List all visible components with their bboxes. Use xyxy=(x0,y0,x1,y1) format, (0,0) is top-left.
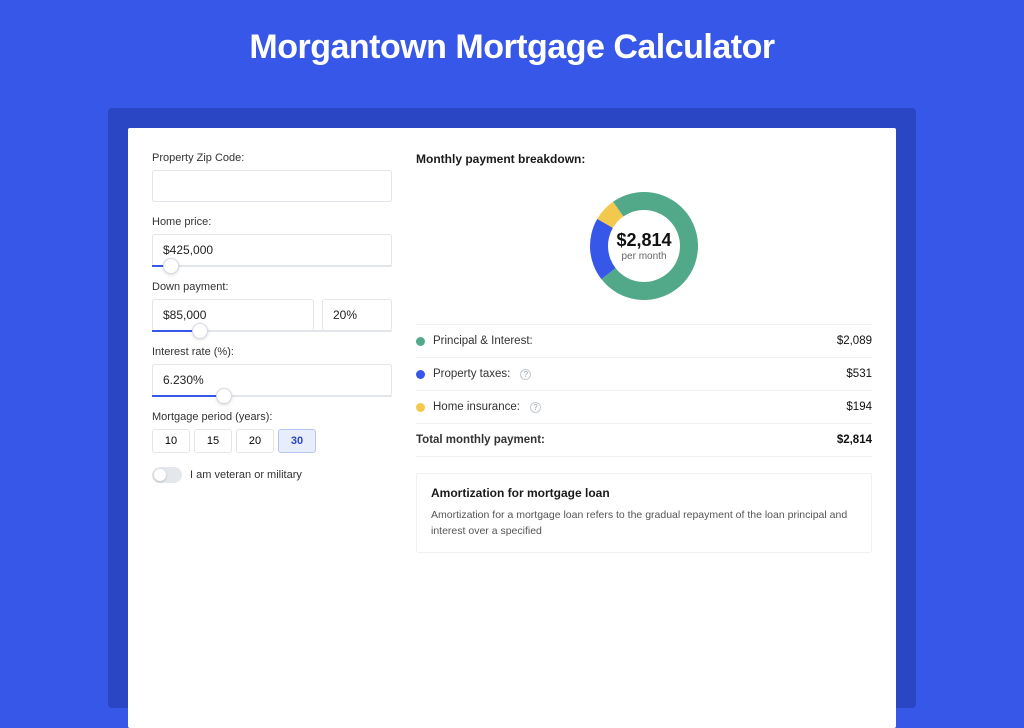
amortization-text: Amortization for a mortgage loan refers … xyxy=(431,508,857,540)
home-price-field: Home price: xyxy=(152,216,392,267)
veteran-row: I am veteran or military xyxy=(152,467,392,483)
breakdown-item-label: Property taxes: xyxy=(433,368,510,380)
interest-rate-input[interactable] xyxy=(152,364,392,396)
mortgage-period-field: Mortgage period (years): 10152030 xyxy=(152,411,392,453)
home-price-label: Home price: xyxy=(152,216,392,228)
amortization-title: Amortization for mortgage loan xyxy=(431,486,857,500)
mortgage-period-option[interactable]: 10 xyxy=(152,429,190,453)
breakdown-item: Home insurance:? $194 xyxy=(416,391,872,424)
veteran-label: I am veteran or military xyxy=(190,469,302,481)
mortgage-period-group: 10152030 xyxy=(152,429,392,453)
zip-label: Property Zip Code: xyxy=(152,152,392,164)
interest-rate-field: Interest rate (%): xyxy=(152,346,392,397)
donut-chart: $2,814 per month xyxy=(580,182,708,310)
breakdown-item-label: Principal & Interest: xyxy=(433,335,533,347)
help-icon[interactable]: ? xyxy=(520,369,531,380)
breakdown-title: Monthly payment breakdown: xyxy=(416,152,872,166)
legend-dot xyxy=(416,370,425,379)
zip-field: Property Zip Code: xyxy=(152,152,392,202)
calculator-card: Property Zip Code: Home price: Down paym… xyxy=(128,128,896,728)
donut-center: $2,814 per month xyxy=(580,182,708,310)
amortization-card: Amortization for mortgage loan Amortizat… xyxy=(416,473,872,553)
breakdown-column: Monthly payment breakdown: $2,814 per mo… xyxy=(416,152,872,704)
mortgage-period-label: Mortgage period (years): xyxy=(152,411,392,423)
breakdown-total: Total monthly payment: $2,814 xyxy=(416,424,872,457)
donut-chart-wrap: $2,814 per month xyxy=(416,178,872,324)
breakdown-item-value: $2,089 xyxy=(837,335,872,347)
breakdown-item: Property taxes:? $531 xyxy=(416,358,872,391)
home-price-input[interactable] xyxy=(152,234,392,266)
home-price-slider[interactable] xyxy=(152,265,392,267)
mortgage-period-option[interactable]: 20 xyxy=(236,429,274,453)
breakdown-total-label: Total monthly payment: xyxy=(416,434,545,446)
breakdown-item-value: $194 xyxy=(846,401,872,413)
help-icon[interactable]: ? xyxy=(530,402,541,413)
interest-rate-label: Interest rate (%): xyxy=(152,346,392,358)
mortgage-period-option[interactable]: 15 xyxy=(194,429,232,453)
breakdown-items: Principal & Interest: $2,089 Property taxe… xyxy=(416,324,872,457)
legend-dot xyxy=(416,403,425,412)
inputs-column: Property Zip Code: Home price: Down paym… xyxy=(152,152,392,704)
veteran-toggle[interactable] xyxy=(152,467,182,483)
down-payment-field: Down payment: xyxy=(152,281,392,332)
donut-center-sub: per month xyxy=(621,251,666,262)
legend-dot xyxy=(416,337,425,346)
interest-rate-slider[interactable] xyxy=(152,395,392,397)
page-title: Morgantown Mortgage Calculator xyxy=(0,0,1024,89)
breakdown-total-value: $2,814 xyxy=(837,434,872,446)
down-payment-label: Down payment: xyxy=(152,281,392,293)
breakdown-item: Principal & Interest: $2,089 xyxy=(416,325,872,358)
breakdown-item-label: Home insurance: xyxy=(433,401,520,413)
donut-center-value: $2,814 xyxy=(616,230,671,251)
down-payment-pct-input[interactable] xyxy=(322,299,392,331)
mortgage-period-option[interactable]: 30 xyxy=(278,429,316,453)
down-payment-input[interactable] xyxy=(152,299,314,331)
zip-input[interactable] xyxy=(152,170,392,202)
breakdown-item-value: $531 xyxy=(846,368,872,380)
down-payment-slider[interactable] xyxy=(152,330,392,332)
